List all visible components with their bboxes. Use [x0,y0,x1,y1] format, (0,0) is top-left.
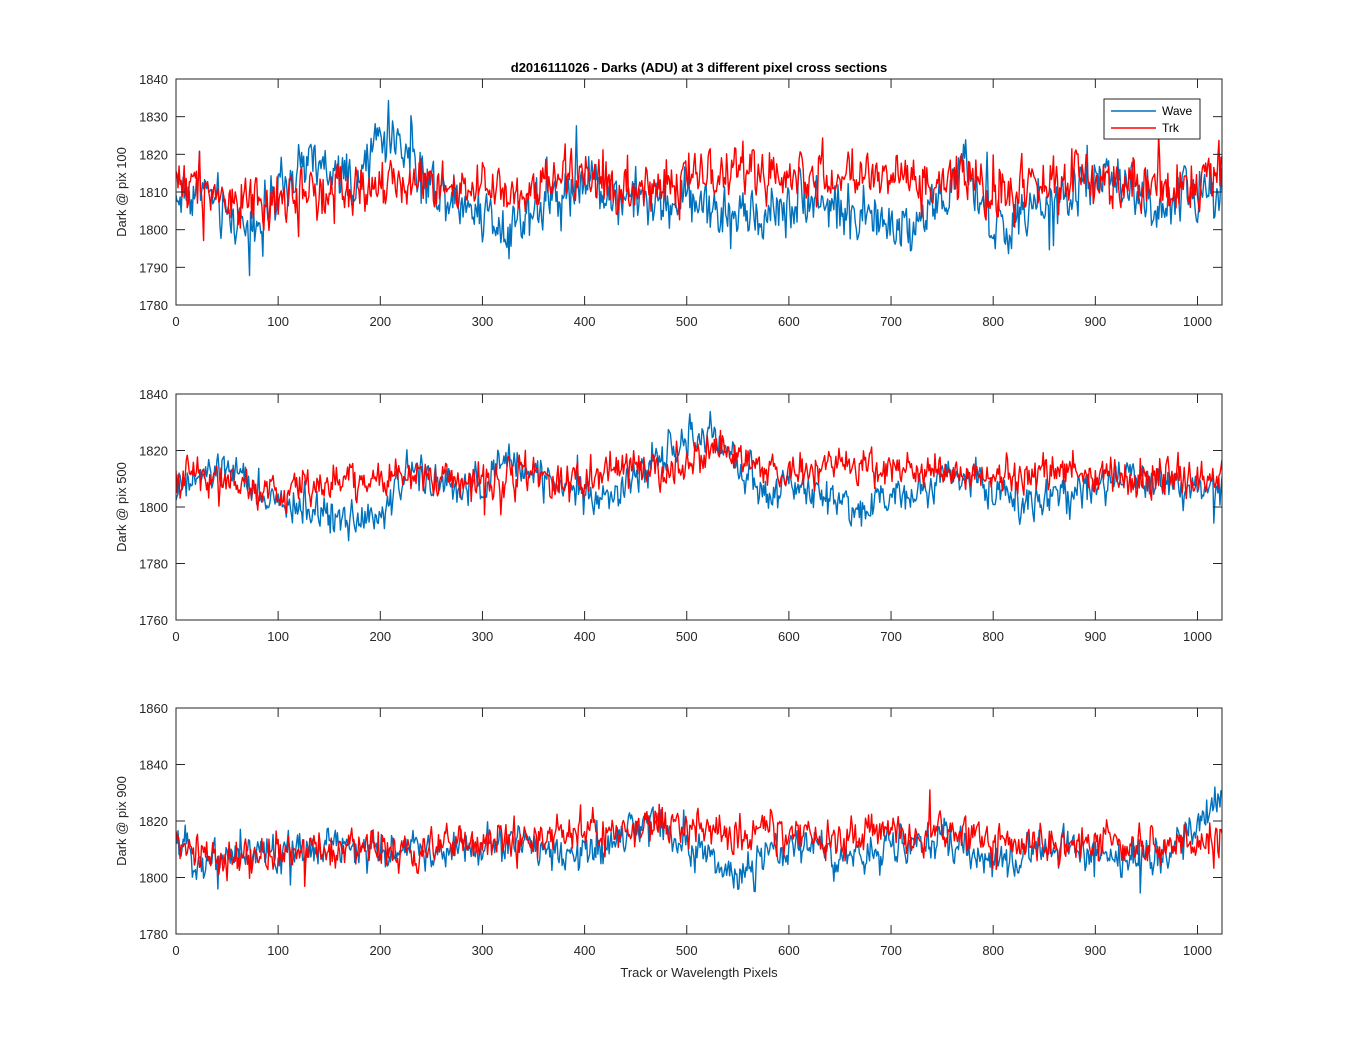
x-tick-label: 400 [574,943,596,958]
subplot-1: 0 100 200 300 400 500 600 700 800 900 1000 1780 1790… [114,72,1223,329]
plot-area [176,99,1222,277]
x-tick-label: 800 [982,629,1004,644]
y-tick-label: 1800 [139,500,168,515]
x-tick-label: 0 [172,314,179,329]
x-tick-label: 100 [267,943,289,958]
x-tick-label: 300 [472,943,494,958]
y-tick-label: 1840 [139,387,168,402]
x-tick-label: 200 [369,314,391,329]
y-tick-label: 1780 [139,298,168,313]
x-tick-label: 500 [676,629,698,644]
x-tick-label: 0 [172,943,179,958]
y-tick-label: 1780 [139,557,168,572]
legend: Wave Trk [1103,98,1201,140]
y-tick-label: 1800 [139,223,168,238]
series-line-trk [176,789,1222,887]
y-tick-label: 1860 [139,701,168,716]
y-tick-label: 1830 [139,110,168,125]
x-tick-label: 500 [676,943,698,958]
series-line-trk [176,429,1222,516]
x-tick-label: 300 [472,629,494,644]
y-axis-label: Dark @ pix 900 [114,776,129,866]
x-tick-label: 700 [880,314,902,329]
x-tick-label: 100 [267,629,289,644]
plot-area [176,786,1222,894]
series-line-trk [176,133,1222,242]
y-tick-label: 1840 [139,72,168,87]
x-tick-label: 200 [369,943,391,958]
subplot-2: 0 100 200 300 400 500 600 700 800 900 1000 1760 1780… [114,387,1223,644]
x-tick-label: 1000 [1183,629,1212,644]
y-tick-label: 1820 [139,147,168,162]
x-tick-label: 800 [982,314,1004,329]
y-tick-label: 1840 [139,758,168,773]
y-tick-label: 1760 [139,613,168,628]
y-tick-label: 1820 [139,444,168,459]
y-tick-label: 1810 [139,185,168,200]
x-tick-label: 600 [778,629,800,644]
y-tick-label: 1820 [139,814,168,829]
x-tick-label: 300 [472,314,494,329]
x-tick-label: 800 [982,943,1004,958]
x-tick-label: 200 [369,629,391,644]
figure-title: d2016111026 - Darks (ADU) at 3 different… [511,60,887,75]
y-axis-label: Dark @ pix 100 [114,147,129,237]
x-tick-label: 1000 [1183,943,1212,958]
x-tick-label: 500 [676,314,698,329]
plot-area [176,410,1222,542]
x-tick-label: 900 [1084,629,1106,644]
legend-label-trk: Trk [1162,121,1180,135]
x-tick-label: 100 [267,314,289,329]
series-line-wave [176,410,1222,542]
x-tick-label: 900 [1084,314,1106,329]
legend-box [1103,98,1201,140]
subplot-3: 0 100 200 300 400 500 600 700 800 900 1000 1780 1800… [114,701,1223,958]
series-line-wave [176,99,1222,277]
x-tick-label: 400 [574,314,596,329]
y-tick-label: 1800 [139,871,168,886]
x-tick-label: 700 [880,629,902,644]
x-tick-label: 1000 [1183,314,1212,329]
legend-label-wave: Wave [1162,104,1193,118]
x-axis-label: Track or Wavelength Pixels [620,965,778,980]
x-tick-label: 700 [880,943,902,958]
x-tick-label: 900 [1084,943,1106,958]
x-tick-label: 600 [778,943,800,958]
x-tick-label: 400 [574,629,596,644]
x-tick-label: 0 [172,629,179,644]
y-axis-label: Dark @ pix 500 [114,462,129,552]
x-tick-label: 600 [778,314,800,329]
y-tick-label: 1780 [139,927,168,942]
y-tick-label: 1790 [139,260,168,275]
subplots: 0 100 200 300 400 500 600 700 800 900 100017801790… [114,72,1223,958]
